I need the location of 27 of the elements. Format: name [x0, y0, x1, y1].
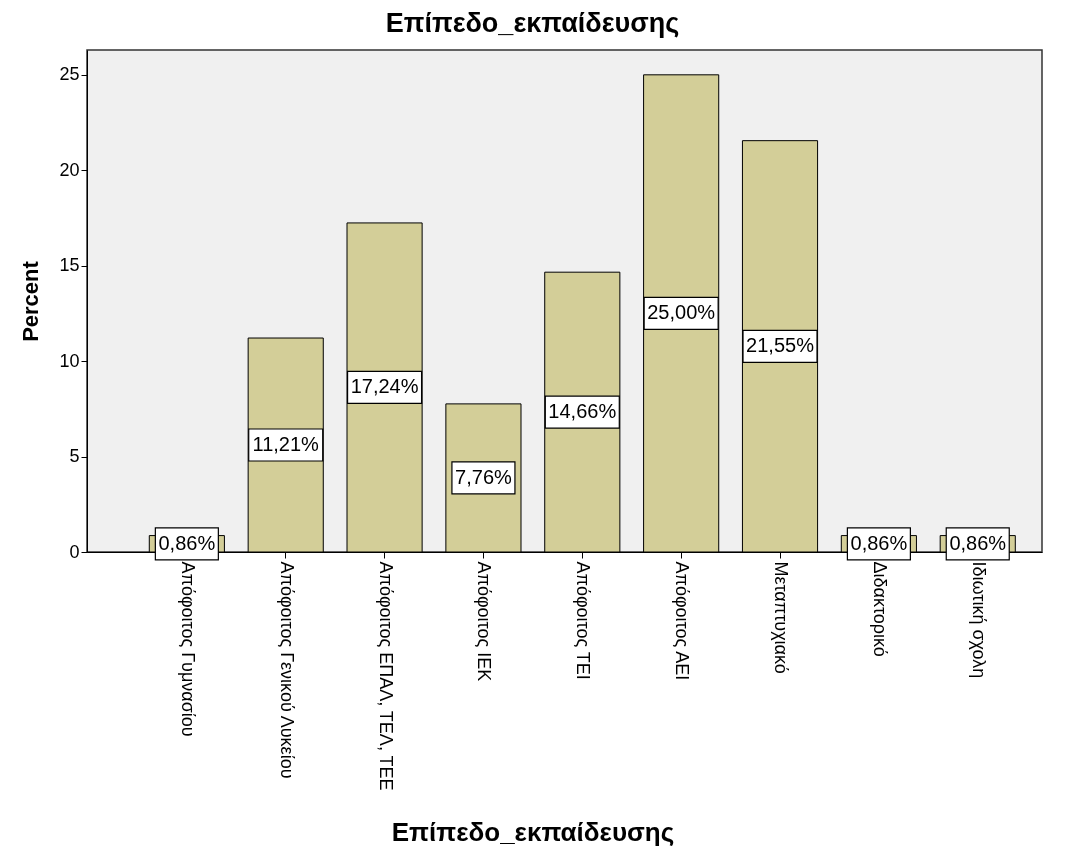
data-label: 25,00% — [647, 301, 716, 324]
x-tick-label: Μεταπτυχιακό — [771, 561, 792, 674]
x-tick-label: Απόφοιτος ΑΕΙ — [672, 561, 693, 681]
x-tick-label: Διδακτορικό — [869, 561, 890, 657]
x-tick-label: Απόφοιτος ΕΠΑΛ, ΤΕΛ, ΤΕΕ — [375, 561, 396, 791]
data-label: 17,24% — [350, 375, 419, 398]
data-label: 0,86% — [949, 531, 1007, 554]
x-tick-label: Απόφοιτος ΙΕΚ — [474, 561, 495, 682]
y-tick-label: 20 — [59, 159, 80, 180]
data-label: 11,21% — [252, 433, 320, 456]
data-label: 21,55% — [746, 334, 815, 357]
x-axis-title: Επίπεδο_εκπαίδευσης — [391, 816, 675, 847]
x-tick-label: Ιδιωτική σχολη — [968, 561, 989, 679]
y-tick-label: 25 — [59, 64, 80, 85]
x-tick-label: Απόφοιτος Γενικού Λυκείου — [276, 561, 297, 779]
y-tick-label: 10 — [59, 350, 80, 371]
data-label: 0,86% — [158, 531, 216, 554]
data-label: 0,86% — [850, 531, 908, 554]
y-tick-label: 5 — [69, 446, 80, 467]
data-label: 14,66% — [548, 400, 617, 423]
chart-title: Επίπεδο_εκπαίδευσης — [385, 8, 680, 38]
data-label: 7,76% — [455, 465, 512, 488]
y-axis-title: Percent — [18, 260, 44, 342]
x-tick-label: Απόφοιτος ΤΕΙ — [573, 561, 594, 680]
x-tick-label: Απόφοιτος Γυμνασίου — [177, 561, 198, 737]
y-tick-label: 15 — [59, 255, 80, 276]
y-tick-label: 0 — [69, 541, 80, 562]
